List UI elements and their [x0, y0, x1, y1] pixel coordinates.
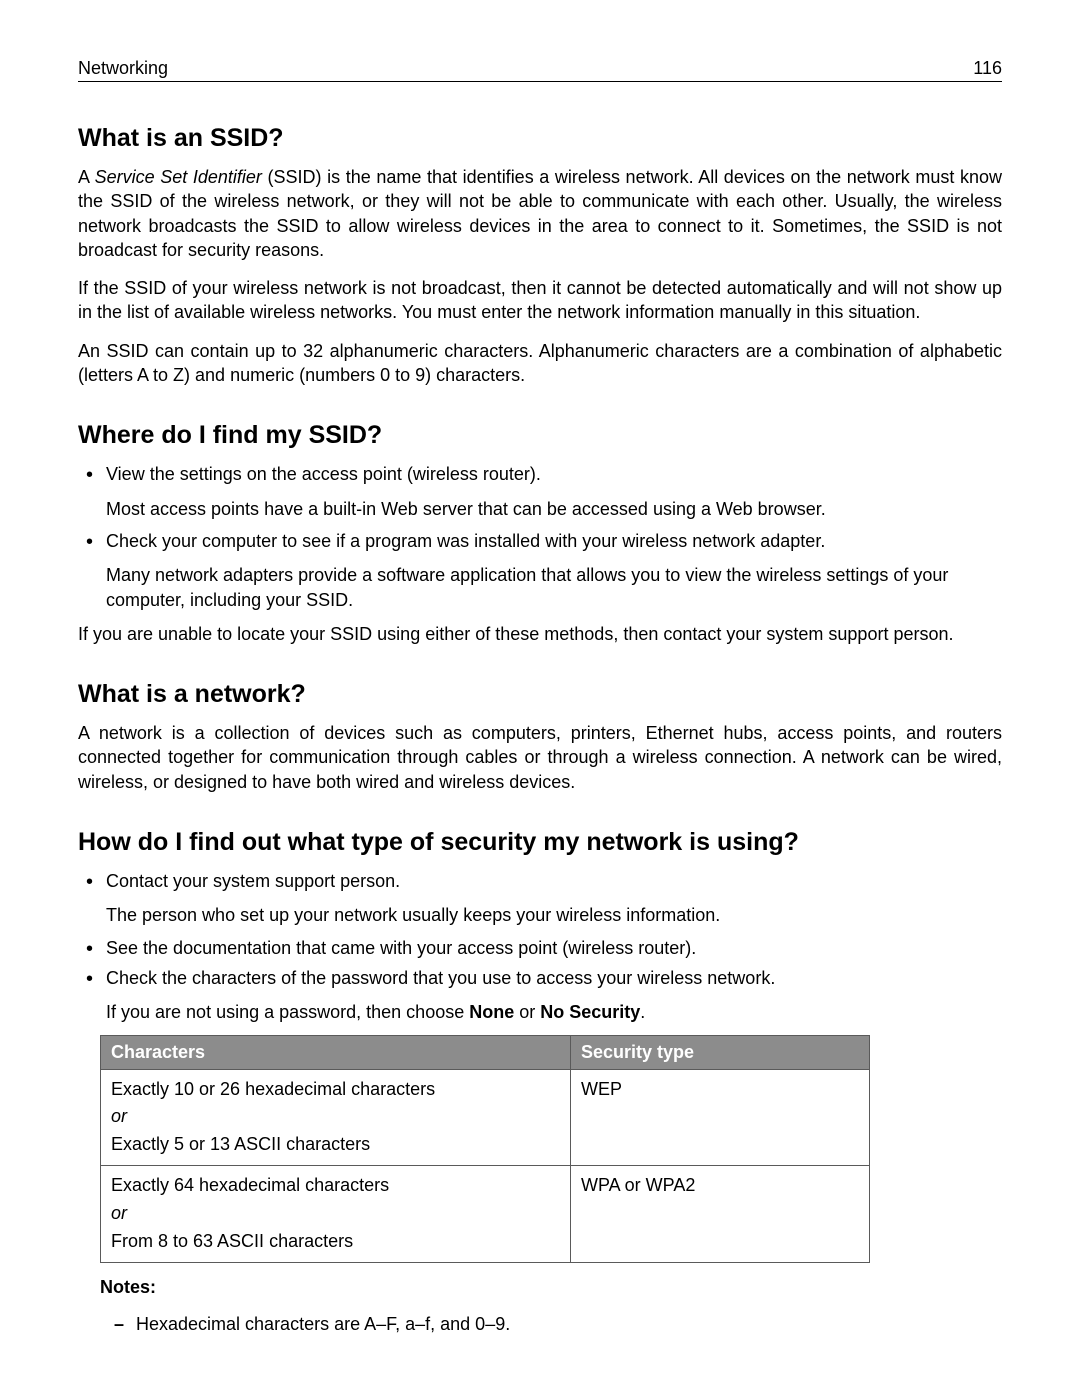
list-item-subtext: Many network adapters provide a software… [106, 563, 1002, 612]
text: A [78, 167, 95, 187]
paragraph: A Service Set Identifier (SSID) is the n… [78, 165, 1002, 262]
heading-security-type: How do I find out what type of security … [78, 828, 1002, 857]
text-or: or [111, 1200, 560, 1228]
text: Exactly 10 or 26 hexadecimal characters [111, 1079, 435, 1099]
list-item-subtext: If you are not using a password, then ch… [106, 1000, 1002, 1024]
heading-find-ssid: Where do I find my SSID? [78, 421, 1002, 450]
paragraph: An SSID can contain up to 32 alphanumeri… [78, 339, 1002, 388]
table-cell: Exactly 64 hexadecimal characters or Fro… [101, 1166, 571, 1263]
table-header-characters: Characters [101, 1035, 571, 1069]
text-bold: None [469, 1002, 514, 1022]
text-emphasis: Service Set Identifier [95, 167, 262, 187]
heading-ssid: What is an SSID? [78, 124, 1002, 153]
table-row: Exactly 64 hexadecimal characters or Fro… [101, 1166, 870, 1263]
security-type-table: Characters Security type Exactly 10 or 2… [100, 1035, 870, 1263]
notes-heading: Notes: [100, 1277, 1002, 1298]
bullet-list: View the settings on the access point (w… [78, 462, 1002, 611]
document-page: Networking 116 What is an SSID? A Servic… [0, 0, 1080, 1396]
text: . [640, 1002, 645, 1022]
paragraph: If you are unable to locate your SSID us… [78, 622, 1002, 646]
list-item-subtext: The person who set up your network usual… [106, 903, 1002, 927]
table-cell: Exactly 10 or 26 hexadecimal characters … [101, 1069, 571, 1166]
table-header-security-type: Security type [571, 1035, 870, 1069]
list-item: Check the characters of the password tha… [106, 966, 1002, 1025]
list-item: Check your computer to see if a program … [106, 529, 1002, 612]
text: If you are not using a password, then ch… [106, 1002, 469, 1022]
list-item: Contact your system support person. The … [106, 869, 1002, 928]
list-item: View the settings on the access point (w… [106, 462, 1002, 521]
page-header: Networking 116 [78, 58, 1002, 82]
list-item-text: Check your computer to see if a program … [106, 531, 825, 551]
table-header-row: Characters Security type [101, 1035, 870, 1069]
text-or: or [111, 1103, 560, 1131]
text: From 8 to 63 ASCII characters [111, 1231, 353, 1251]
table-cell: WPA or WPA2 [571, 1166, 870, 1263]
list-item: Hexadecimal characters are A–F, a–f, and… [136, 1312, 1002, 1336]
list-item-text: Check the characters of the password tha… [106, 968, 775, 988]
table-cell: WEP [571, 1069, 870, 1166]
text: or [514, 1002, 540, 1022]
list-item-subtext: Most access points have a built-in Web s… [106, 497, 1002, 521]
heading-network: What is a network? [78, 680, 1002, 709]
list-item-text: See the documentation that came with you… [106, 938, 696, 958]
list-item: See the documentation that came with you… [106, 936, 1002, 960]
header-page-number: 116 [973, 58, 1002, 79]
table-row: Exactly 10 or 26 hexadecimal characters … [101, 1069, 870, 1166]
paragraph: If the SSID of your wireless network is … [78, 276, 1002, 325]
text: Exactly 64 hexadecimal characters [111, 1175, 389, 1195]
text: Exactly 5 or 13 ASCII characters [111, 1134, 370, 1154]
paragraph: A network is a collection of devices suc… [78, 721, 1002, 794]
text-bold: No Security [540, 1002, 640, 1022]
notes-list: Hexadecimal characters are A–F, a–f, and… [78, 1312, 1002, 1336]
list-item-text: Contact your system support person. [106, 871, 400, 891]
list-item-text: View the settings on the access point (w… [106, 464, 541, 484]
header-section: Networking [78, 58, 168, 79]
bullet-list: Contact your system support person. The … [78, 869, 1002, 1024]
